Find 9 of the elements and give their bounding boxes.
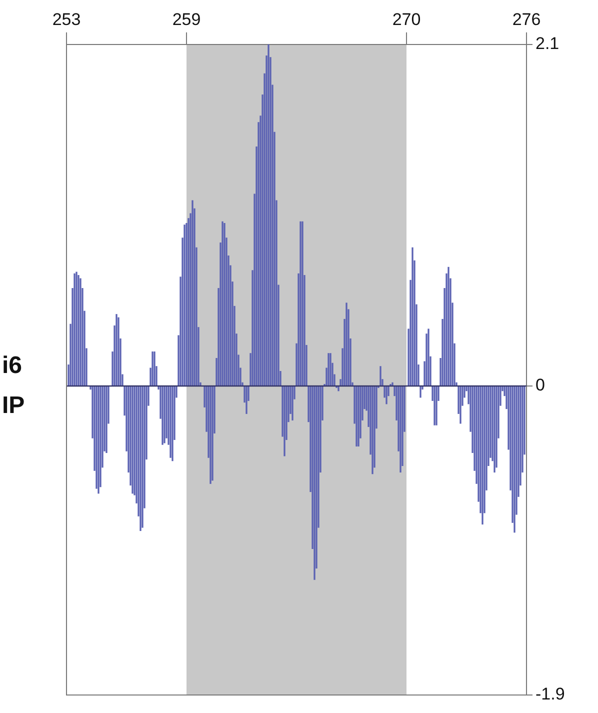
x-tick-label: 276 (512, 10, 541, 29)
x-tick-label: 253 (52, 10, 81, 29)
x-tick-label: 270 (392, 10, 421, 29)
x-tick-label: 259 (172, 10, 201, 29)
y-tick-label: 0 (536, 376, 545, 395)
y-tick-label: -1.9 (536, 684, 565, 704)
text: IP (2, 392, 25, 420)
text: i6 (2, 352, 22, 380)
y-tick-label: 2.1 (536, 34, 560, 54)
